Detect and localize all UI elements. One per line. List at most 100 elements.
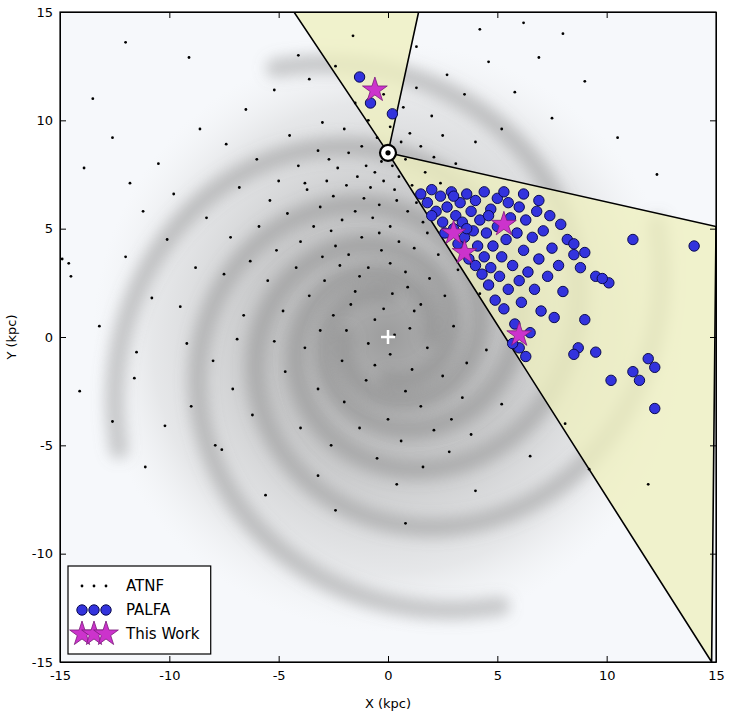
data-point <box>538 226 548 236</box>
data-point <box>321 121 324 124</box>
data-point <box>391 164 394 167</box>
data-point <box>426 346 429 349</box>
data-point <box>91 97 94 100</box>
legend-marker <box>101 605 111 615</box>
data-point <box>428 277 431 280</box>
data-point <box>647 483 650 486</box>
tick <box>169 12 170 18</box>
data-point <box>273 340 276 343</box>
data-point <box>424 171 427 174</box>
tick-mark <box>60 445 66 446</box>
data-point <box>393 188 396 191</box>
sun-marker <box>380 145 396 161</box>
data-point <box>500 403 503 406</box>
data-point <box>334 245 337 248</box>
tick-label: 15 <box>36 5 53 20</box>
data-point <box>416 189 426 199</box>
data-point <box>437 253 440 256</box>
data-point <box>111 136 114 139</box>
data-point <box>404 158 407 161</box>
tick-mark <box>169 12 170 18</box>
data-point <box>537 56 540 59</box>
tick <box>710 229 716 230</box>
data-point <box>485 349 488 352</box>
data-point <box>463 93 466 96</box>
tick: 15 <box>36 5 66 20</box>
data-point <box>477 269 487 279</box>
data-point <box>297 54 300 57</box>
tick-mark <box>60 554 66 555</box>
data-point <box>299 427 302 430</box>
data-point <box>419 145 422 148</box>
data-point <box>358 427 361 430</box>
data-point <box>452 325 455 328</box>
tick-mark <box>710 554 716 555</box>
tick: 5 <box>45 221 66 236</box>
data-point <box>591 347 601 357</box>
data-point <box>487 60 490 63</box>
data-point <box>308 294 311 297</box>
data-point <box>534 254 544 264</box>
data-point <box>360 145 363 148</box>
y-axis: -15-10-5051015 <box>32 5 66 670</box>
tick <box>607 12 608 18</box>
data-point <box>238 186 241 189</box>
data-point <box>286 212 289 215</box>
center-cross <box>387 330 390 344</box>
data-point <box>474 141 477 144</box>
data-point <box>275 249 278 252</box>
spiral-arm <box>198 204 501 610</box>
data-point <box>319 206 322 209</box>
data-point <box>150 297 153 300</box>
data-point <box>531 206 541 216</box>
data-point <box>299 240 302 243</box>
tick-mark <box>279 12 280 18</box>
data-point <box>446 73 449 76</box>
data-point <box>512 228 522 238</box>
data-point <box>427 184 437 194</box>
data-point <box>142 210 145 213</box>
data-point <box>514 275 524 285</box>
data-point <box>244 108 247 111</box>
data-point <box>422 466 425 469</box>
data-point <box>413 310 416 313</box>
data-point <box>373 364 376 367</box>
data-point <box>229 236 232 239</box>
data-point <box>492 211 517 235</box>
data-point <box>223 273 226 276</box>
data-point <box>483 210 493 220</box>
data-point <box>334 509 337 512</box>
data-point <box>483 280 493 290</box>
data-point <box>389 125 392 128</box>
legend-marker <box>93 585 96 588</box>
data-point <box>542 271 552 281</box>
data-point <box>164 424 167 427</box>
data-point <box>404 271 407 274</box>
chart-container: -15-10-5051015-15-10-5051015X (kpc)Y (kp… <box>0 0 740 720</box>
tick <box>497 12 498 18</box>
data-point <box>365 164 368 167</box>
data-point <box>358 275 361 278</box>
legend-label: This Work <box>125 625 200 643</box>
data-point <box>369 186 372 189</box>
tick-label: 15 <box>708 668 725 683</box>
data-point <box>422 221 425 224</box>
data-point <box>522 21 525 24</box>
x-axis: -15-10-5051015 <box>50 656 725 683</box>
tick-mark <box>388 656 389 662</box>
legend-marker <box>89 605 99 615</box>
tick <box>388 12 389 18</box>
data-point <box>474 489 477 492</box>
tick-mark <box>60 662 66 663</box>
data-point <box>536 306 546 316</box>
data-point <box>481 228 491 238</box>
data-point <box>547 243 557 253</box>
data-point <box>387 109 397 119</box>
data-point <box>503 284 513 294</box>
data-point <box>380 249 383 252</box>
data-point <box>220 448 223 451</box>
data-point <box>529 284 539 294</box>
data-point <box>415 201 418 204</box>
data-point <box>345 184 348 187</box>
data-point <box>499 187 509 197</box>
